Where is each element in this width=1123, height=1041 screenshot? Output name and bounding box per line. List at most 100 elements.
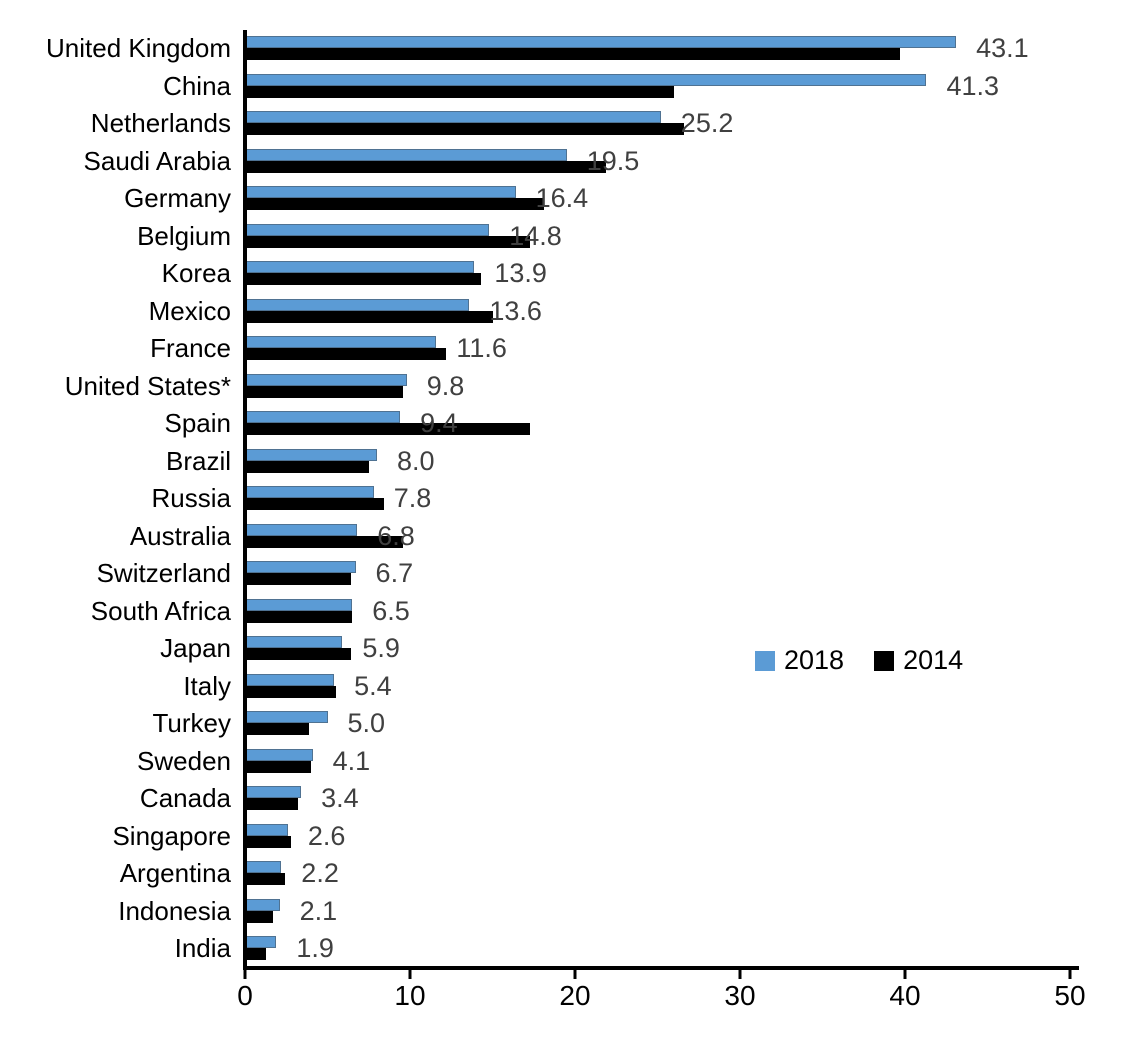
bar-2014 [245,460,369,473]
bar-2014 [245,123,684,135]
chart-legend: 2018 2014 [755,645,993,676]
value-label: 1.9 [296,933,334,963]
bar-2014 [245,498,384,510]
bar-group: 2.1 [245,893,1070,931]
bar-2018 [245,448,377,461]
bar-group: 5.0 [245,705,1070,743]
category-label: Argentina [119,858,231,888]
bar-2018 [245,748,313,761]
legend-swatch-2018 [755,650,775,671]
bar-2014 [245,760,311,773]
chart-row: Saudi Arabia 19.5 [0,143,1070,181]
bar-2014 [245,798,298,810]
category-label: Sweden [137,745,231,776]
chart-row: Indonesia 2.1 [0,893,1070,931]
x-axis-tick [243,970,247,979]
bar-2014 [245,160,607,173]
bar-2014 [245,910,274,923]
bar-2014 [245,835,292,848]
chart-row: Sweden 4.1 [0,743,1070,781]
category-label: Spain [164,408,232,438]
chart-row: Argentina 2.2 [0,855,1070,893]
bar-group: 9.8 [245,368,1070,406]
bar-2014 [245,273,481,285]
bar-group: 14.8 [245,218,1070,256]
bar-group: 16.4 [245,180,1070,218]
x-axis-tick [903,970,907,979]
bar-2014 [245,873,285,885]
x-axis-tick-label: 20 [559,980,591,1011]
value-label: 2.6 [307,820,346,851]
bar-2018 [245,261,475,273]
bar-2014 [245,85,674,98]
bar-2018 [245,861,282,873]
value-label: 9.4 [420,408,458,438]
x-axis-line [243,966,1079,970]
category-label: Italy [183,670,231,701]
legend-item-2014: 2014 [874,645,963,676]
bar-group: 6.7 [245,555,1070,593]
chart-row: China 41.3 [0,68,1070,106]
bar-group: 5.4 [245,668,1070,706]
bar-2018 [245,898,280,911]
value-label: 5.0 [347,708,386,738]
bar-group: 19.5 [245,143,1070,181]
bar-2018 [245,636,343,648]
chart-row: India 1.9 [0,930,1070,968]
category-label: Turkey [152,708,232,738]
chart-row: France 11.6 [0,330,1070,368]
value-label: 14.8 [509,220,562,251]
value-label: 16.4 [535,183,589,213]
category-label: Switzerland [96,558,231,588]
legend-label-2014: 2014 [903,645,964,675]
chart-row: United States* 9.8 [0,368,1070,406]
chart-row: Switzerland 6.7 [0,555,1070,593]
chart-row: United Kingdom 43.1 [0,30,1070,68]
bar-group: 3.4 [245,780,1070,818]
category-label: India [174,933,231,963]
x-axis-tick [1068,970,1072,979]
bar-2018 [245,598,353,611]
value-label: 13.6 [489,295,542,326]
bar-group: 5.9 [245,630,1070,668]
bar-2018 [245,673,335,686]
category-label: Saudi Arabia [83,145,231,176]
value-label: 41.3 [946,70,999,101]
value-label: 43.1 [976,33,1029,63]
x-axis-tick-label: 10 [394,980,426,1011]
category-label: Japan [160,633,231,663]
bar-2018 [245,823,288,836]
value-label: 6.7 [375,558,414,588]
bar-2014 [245,310,493,323]
bar-2018 [245,561,356,573]
bar-2018 [245,73,927,86]
chart-row: Netherlands 25.2 [0,105,1070,143]
chart-row: Spain 9.4 [0,405,1070,443]
legend-item-2018: 2018 [755,645,844,676]
chart-row: Belgium 14.8 [0,218,1070,256]
bar-2014 [245,610,353,623]
category-label: United States* [64,370,231,401]
bar-group: 43.1 [245,30,1070,68]
value-label: 8.0 [397,445,435,476]
category-label: Brazil [165,445,231,476]
category-label: China [163,70,231,101]
bar-group: 11.6 [245,330,1070,368]
bar-2014 [245,535,404,548]
bar-2018 [245,336,437,348]
bar-2014 [245,948,267,960]
bar-2014 [245,235,531,248]
bar-group: 7.8 [245,480,1070,518]
bar-2014 [245,423,531,435]
bar-group: 2.2 [245,855,1070,893]
chart-row: Australia 6.8 [0,518,1070,556]
bar-group: 41.3 [245,68,1070,106]
x-axis-tick [573,970,577,979]
chart-row: Canada 3.4 [0,780,1070,818]
bar-2018 [245,223,490,236]
bar-2018 [245,936,277,948]
category-label: Indonesia [118,895,231,926]
bar-2018 [245,786,302,798]
bar-group: 6.8 [245,518,1070,556]
